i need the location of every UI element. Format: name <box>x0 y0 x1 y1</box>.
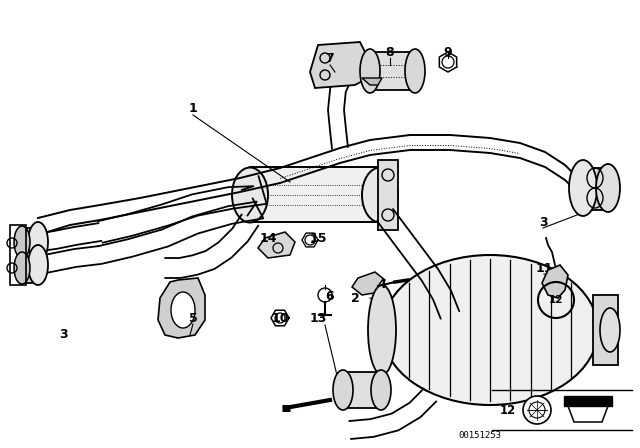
Ellipse shape <box>171 292 195 328</box>
Text: 3: 3 <box>539 215 547 228</box>
Polygon shape <box>271 310 289 326</box>
Polygon shape <box>439 52 457 72</box>
Polygon shape <box>352 272 385 295</box>
Text: 7: 7 <box>326 52 334 65</box>
Text: 3: 3 <box>59 328 67 341</box>
Text: 00151253: 00151253 <box>458 431 502 440</box>
Bar <box>343 372 381 408</box>
Text: 10: 10 <box>271 311 289 324</box>
Text: 5: 5 <box>189 311 197 324</box>
Ellipse shape <box>14 226 30 258</box>
Text: 11: 11 <box>535 262 553 275</box>
Polygon shape <box>302 233 318 247</box>
Text: 12: 12 <box>500 404 516 417</box>
Text: 6: 6 <box>326 289 334 302</box>
Ellipse shape <box>360 49 380 93</box>
Polygon shape <box>310 42 368 88</box>
Bar <box>593 295 618 365</box>
Text: 8: 8 <box>386 46 394 59</box>
Ellipse shape <box>362 168 398 223</box>
Ellipse shape <box>14 252 30 284</box>
Ellipse shape <box>333 370 353 410</box>
Text: 14: 14 <box>259 232 276 245</box>
Bar <box>578 168 608 210</box>
Bar <box>250 168 380 223</box>
FancyBboxPatch shape <box>378 160 398 230</box>
Circle shape <box>523 396 551 424</box>
Text: 13: 13 <box>309 311 326 324</box>
Ellipse shape <box>596 164 620 212</box>
Text: 4: 4 <box>378 277 387 290</box>
Text: 9: 9 <box>444 46 452 59</box>
Polygon shape <box>542 265 568 298</box>
Ellipse shape <box>28 245 48 285</box>
Text: 2: 2 <box>351 292 360 305</box>
Ellipse shape <box>371 370 391 410</box>
Ellipse shape <box>382 255 598 405</box>
Ellipse shape <box>569 160 597 216</box>
Ellipse shape <box>600 308 620 352</box>
Text: 15: 15 <box>309 232 327 245</box>
Bar <box>10 225 26 285</box>
Ellipse shape <box>368 285 396 375</box>
Ellipse shape <box>232 168 268 223</box>
Bar <box>564 396 612 406</box>
Bar <box>370 52 415 90</box>
Polygon shape <box>158 278 205 338</box>
Ellipse shape <box>28 222 48 262</box>
Ellipse shape <box>405 49 425 93</box>
Bar <box>22 228 42 283</box>
Polygon shape <box>258 232 295 258</box>
Text: 12: 12 <box>548 295 563 305</box>
Text: 1: 1 <box>189 102 197 115</box>
Polygon shape <box>362 78 382 85</box>
